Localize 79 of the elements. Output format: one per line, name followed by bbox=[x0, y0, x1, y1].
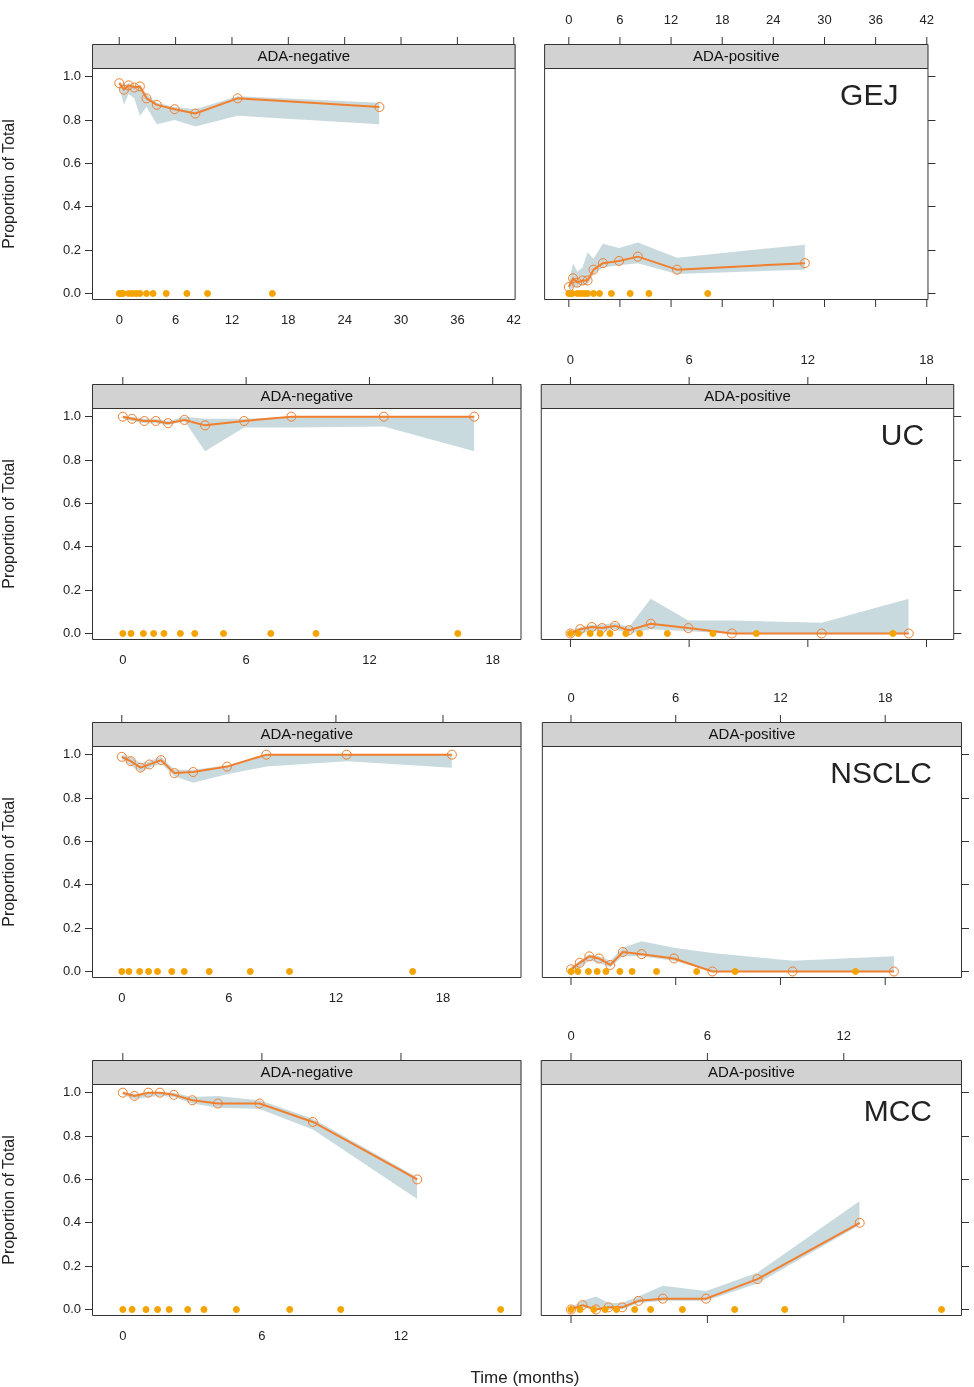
y-tick-label: 0.2 bbox=[62, 581, 81, 597]
x-tick-label: 0 bbox=[567, 1027, 575, 1043]
y-axis-title: Proportion of Total bbox=[0, 459, 18, 589]
chart-title: ADA-negative bbox=[260, 387, 354, 405]
x-tick-label: 12 bbox=[663, 11, 679, 27]
x-tick-label: 6 bbox=[703, 1027, 712, 1043]
y-tick-label: 0.6 bbox=[62, 1170, 81, 1186]
y-tick-label: 0.8 bbox=[62, 789, 81, 805]
y-tick-label: 0.4 bbox=[62, 876, 81, 892]
x-axis-title: Time (months) bbox=[469, 1368, 581, 1387]
x-tick-label: 6 bbox=[171, 312, 180, 328]
annotation: UC bbox=[880, 418, 925, 452]
x-tick-label: 30 bbox=[817, 11, 832, 27]
y-tick-label: 0.4 bbox=[62, 538, 81, 554]
x-tick-label: 6 bbox=[616, 11, 624, 27]
x-tick-label: 12 bbox=[800, 351, 816, 367]
x-tick-label: 0 bbox=[119, 1328, 127, 1344]
y-tick-label: 0.0 bbox=[62, 285, 81, 301]
chart-title: ADA-negative bbox=[260, 725, 354, 743]
chart-title: ADA-positive bbox=[692, 47, 780, 65]
chart-title: ADA-positive bbox=[708, 1063, 795, 1081]
x-tick-label: 18 bbox=[877, 689, 893, 705]
x-tick-label: 18 bbox=[485, 652, 500, 668]
y-axis-title: Proportion of Total bbox=[0, 119, 18, 249]
x-tick-label: 6 bbox=[225, 990, 233, 1006]
x-tick-label: 6 bbox=[242, 652, 250, 668]
x-tick-label: 12 bbox=[362, 652, 377, 668]
y-tick-label: 0.0 bbox=[62, 963, 81, 979]
x-tick-label: 18 bbox=[281, 312, 296, 328]
chart-title: ADA-positive bbox=[704, 387, 791, 405]
y-tick-label: 1.0 bbox=[62, 746, 81, 762]
y-tick-label: 0.6 bbox=[62, 832, 81, 848]
x-tick-label: 0 bbox=[115, 312, 123, 328]
y-axis-title: Proportion of Total bbox=[0, 1135, 18, 1265]
x-tick-label: 0 bbox=[566, 351, 575, 367]
y-tick-label: 0.6 bbox=[62, 494, 81, 510]
x-tick-label: 0 bbox=[118, 990, 126, 1006]
annotation: GEJ bbox=[840, 78, 899, 112]
y-tick-label: 0.6 bbox=[62, 154, 81, 170]
chart-title: ADA-negative bbox=[257, 47, 351, 65]
annotation: MCC bbox=[863, 1094, 932, 1128]
y-tick-label: 0.4 bbox=[62, 1214, 81, 1230]
x-tick-label: 0 bbox=[119, 652, 127, 668]
x-tick-label: 12 bbox=[328, 990, 344, 1006]
x-tick-label: 12 bbox=[773, 689, 788, 705]
y-tick-label: 0.0 bbox=[62, 625, 81, 641]
y-tick-label: 0.4 bbox=[62, 198, 81, 214]
y-tick-label: 1.0 bbox=[62, 408, 81, 424]
x-tick-label: 18 bbox=[435, 990, 451, 1006]
x-tick-label: 0 bbox=[567, 689, 575, 705]
x-tick-label: 6 bbox=[672, 689, 680, 705]
y-tick-label: 0.2 bbox=[62, 241, 81, 257]
x-tick-label: 12 bbox=[224, 312, 240, 328]
y-tick-label: 1.0 bbox=[62, 1084, 81, 1100]
x-tick-label: 6 bbox=[685, 351, 693, 367]
x-tick-label: 24 bbox=[337, 312, 352, 328]
chart-title: ADA-negative bbox=[260, 1063, 354, 1081]
y-tick-label: 0.8 bbox=[62, 1127, 81, 1143]
y-tick-label: 0.0 bbox=[62, 1301, 81, 1317]
x-tick-label: 18 bbox=[714, 11, 730, 27]
x-tick-label: 0 bbox=[565, 11, 573, 27]
y-axis-title: Proportion of Total bbox=[0, 797, 18, 927]
x-tick-label: 42 bbox=[506, 312, 521, 328]
x-tick-label: 12 bbox=[836, 1027, 852, 1043]
y-tick-label: 0.8 bbox=[62, 451, 81, 467]
x-tick-label: 36 bbox=[868, 11, 883, 27]
x-tick-label: 24 bbox=[766, 11, 781, 27]
y-tick-label: 0.2 bbox=[62, 1257, 81, 1273]
y-tick-label: 1.0 bbox=[62, 68, 81, 84]
chart-title: ADA-positive bbox=[708, 725, 796, 743]
x-tick-label: 30 bbox=[393, 312, 409, 328]
x-tick-label: 6 bbox=[258, 1328, 266, 1344]
y-tick-label: 0.8 bbox=[62, 111, 81, 127]
x-tick-label: 12 bbox=[393, 1328, 409, 1344]
annotation: NSCLC bbox=[830, 756, 932, 790]
x-tick-label: 18 bbox=[919, 351, 934, 367]
x-tick-label: 36 bbox=[450, 312, 465, 328]
y-tick-label: 0.2 bbox=[62, 919, 81, 935]
x-tick-label: 42 bbox=[919, 11, 934, 27]
